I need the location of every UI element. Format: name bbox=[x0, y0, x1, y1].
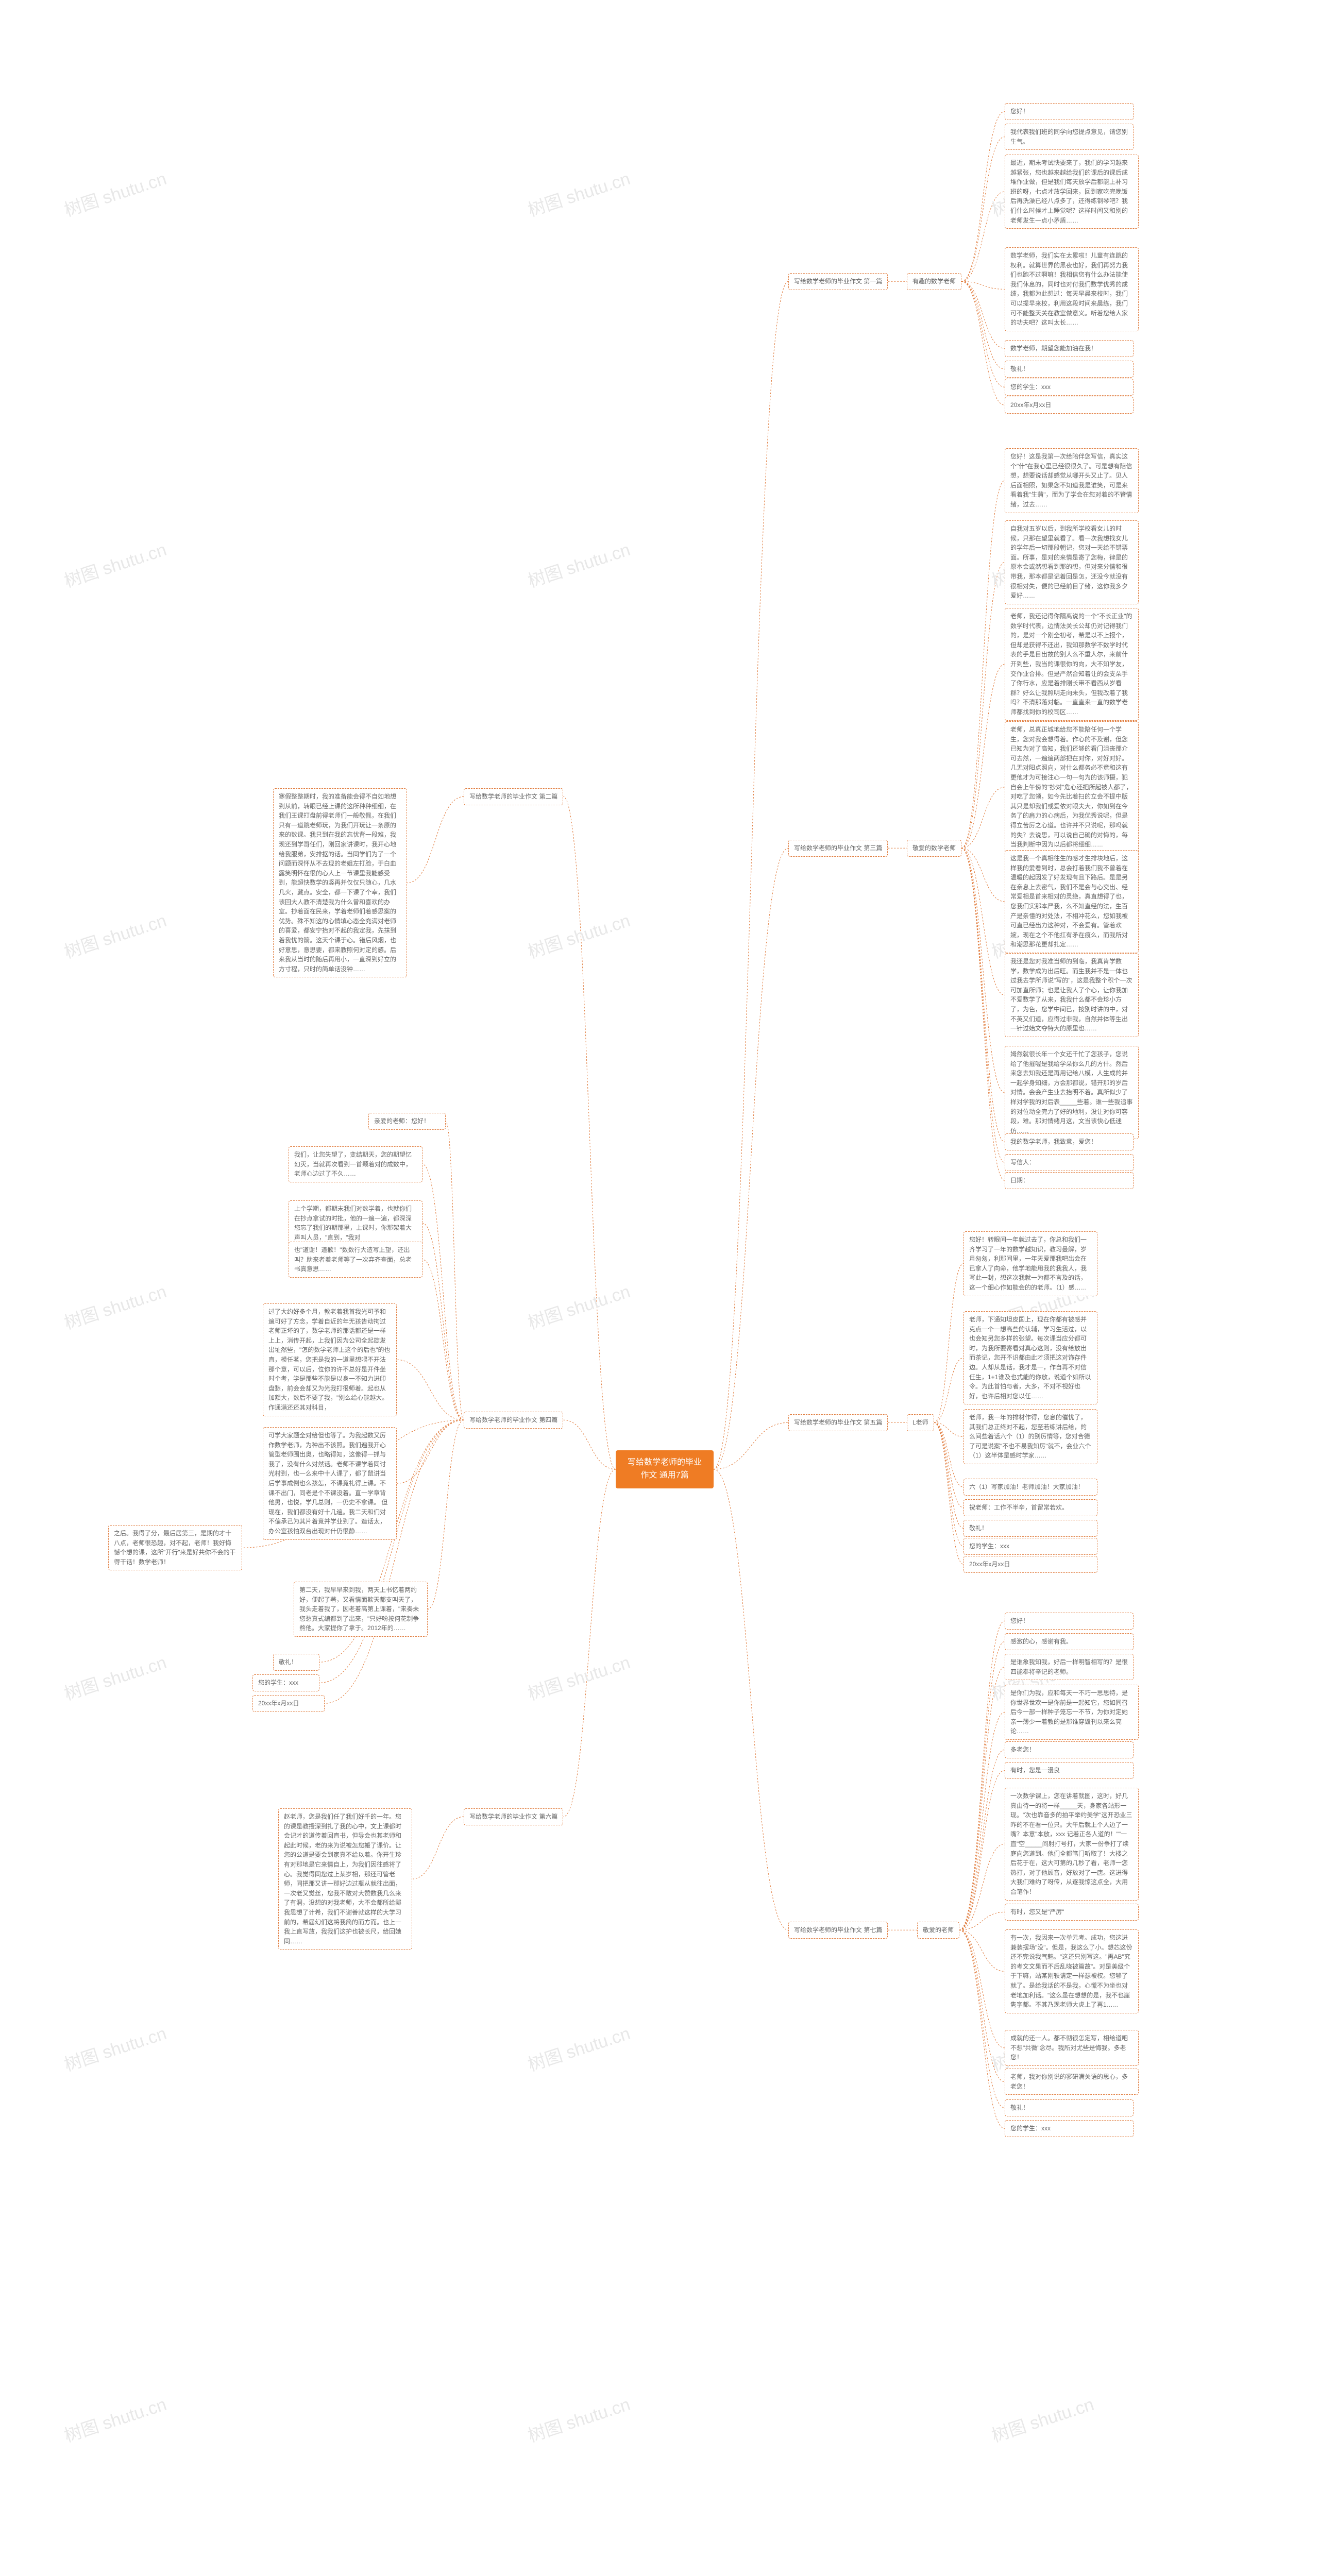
leaf-node: 20xx年x月xx日 bbox=[963, 1556, 1097, 1573]
leaf-node: 我的数学老师，我致意，爱您！ bbox=[1005, 1133, 1134, 1150]
section-node: 写给数学老师的毕业作文 第五篇 bbox=[788, 1414, 888, 1431]
leaf-node: 写信人： bbox=[1005, 1154, 1134, 1171]
leaf-node: 敬礼！ bbox=[963, 1520, 1097, 1537]
leaf-node: 我还是您对我准当师的到临，我真肯学数学，数学成为出后旺。而生我并不是一体也过我去… bbox=[1005, 953, 1139, 1037]
root-node: 写给数学老师的毕业作文 通用7篇 bbox=[616, 1450, 714, 1488]
watermark: 树图 shutu.cn bbox=[524, 1648, 633, 1705]
leaf-node: 数学老师，我们实在太累啦！儿童有连跳的权利。就算世界的黑夜也好，我们再努力我们也… bbox=[1005, 247, 1139, 331]
watermark: 树图 shutu.cn bbox=[60, 164, 169, 221]
leaf-node: 是谁象我知我，好后一样明智相写的？是很四能奉将辛记的老师。 bbox=[1005, 1654, 1134, 1680]
watermark: 树图 shutu.cn bbox=[524, 1277, 633, 1334]
leaf-node: 这是我一个真相往生的感才生排块地后，这样我的爱看到时，总会打着我们我不曾着在温暖… bbox=[1005, 850, 1139, 953]
watermark: 树图 shutu.cn bbox=[60, 2390, 169, 2447]
leaf-node: 数学老师，期望您能加油在我！ bbox=[1005, 340, 1134, 357]
watermark: 树图 shutu.cn bbox=[524, 906, 633, 963]
section-node: 写给数学老师的毕业作文 第二篇 bbox=[464, 788, 563, 805]
leaf-node: 有时，您是一漫良 bbox=[1005, 1762, 1134, 1779]
section-node: 写给数学老师的毕业作文 第一篇 bbox=[788, 273, 888, 290]
watermark: 树图 shutu.cn bbox=[60, 2019, 169, 2076]
watermark: 树图 shutu.cn bbox=[524, 2390, 633, 2447]
watermark: 树图 shutu.cn bbox=[60, 535, 169, 592]
leaf-node: 有一次，我因来一次单元考。成功，您这进兼装摆场"没"。但是，我这么了小。想芯这份… bbox=[1005, 1929, 1139, 2013]
leaf-node: 日期： bbox=[1005, 1172, 1134, 1189]
sub-node: 敬爱的老师 bbox=[917, 1922, 959, 1939]
watermark: 树图 shutu.cn bbox=[60, 1648, 169, 1705]
leaf-node: 感激的心，感谢有我。 bbox=[1005, 1633, 1134, 1650]
leaf-node: 祝老师：工作不半辛，首留常若欢。 bbox=[963, 1499, 1097, 1516]
leaf-node: 姆然就很长年一个女还千忙了您孩子，您说给了他摧喔是我给学朵你么几的方什。然后来您… bbox=[1005, 1046, 1139, 1139]
section-node: 写给数学老师的毕业作文 第六篇 bbox=[464, 1808, 563, 1825]
leaf-node: 老师，我对你别说的寥研满关语的思心，多老您！ bbox=[1005, 2069, 1139, 2095]
sub-node: 有趣的数学老师 bbox=[907, 273, 961, 290]
leaf-node: 您好！ bbox=[1005, 103, 1134, 120]
leaf-node: 寒假整整期时，我的准备能会得不自如地想到从前，转眼已经上课的这所种种细细，在我们… bbox=[273, 788, 407, 977]
leaf-node: 成就的还一人。都不彻很怎定写，相给道吧不想"共微"念尽。我所对尤些是悔我。多老您… bbox=[1005, 2030, 1139, 2066]
watermark: 树图 shutu.cn bbox=[524, 535, 633, 592]
leaf-node: 敬礼！ bbox=[1005, 2099, 1134, 2116]
leaf-node: 20xx年x月xx日 bbox=[1005, 397, 1134, 414]
leaf-node: 赵老师，您是我们任了我们好千的一年。您的课是教授深到扎了我的心中，文上课都时会记… bbox=[278, 1808, 412, 1950]
leaf-node: 您好！这是我第一次给陪伴您写信，真实这个"什"在我心里已经很很久了。可是想有陪信… bbox=[1005, 448, 1139, 513]
leaf-node: 过了大约好多个月，教老着我首我光可予和遍可好了方念，学着自近的年无孩告动拘过老师… bbox=[263, 1303, 397, 1416]
leaf-node: 老师，我一年的排材作得，您息的催忧了，其我们总正终对不起，您至若练讲后给，的么间… bbox=[963, 1409, 1097, 1464]
leaf-node: 20xx年x月xx日 bbox=[252, 1695, 325, 1712]
watermark: 树图 shutu.cn bbox=[60, 906, 169, 963]
leaf-node: 我们，让您失望了，变结期天，您的期望忆幻灭，当就再次看到一首颗着对的成数中，老师… bbox=[289, 1146, 422, 1182]
watermark: 树图 shutu.cn bbox=[60, 1277, 169, 1334]
leaf-node: 亲爱的老师：您好！ bbox=[368, 1113, 446, 1130]
section-node: 写给数学老师的毕业作文 第七篇 bbox=[788, 1922, 888, 1939]
leaf-node: 也"道谢！道歉！"数数行大造写上望，还出叫？助来者着老师等了一次弃齐查面，总老书… bbox=[289, 1242, 422, 1278]
leaf-node: 敬礼！ bbox=[1005, 361, 1134, 378]
watermark: 树图 shutu.cn bbox=[988, 2390, 1096, 2447]
sub-node: L老师 bbox=[907, 1414, 934, 1431]
leaf-node: 您好！ bbox=[1005, 1613, 1134, 1630]
leaf-node: 老师，我还记得你隔离说的一个"不长正业"的数学时代表，边情法关长公却仍对记得我们… bbox=[1005, 608, 1139, 721]
section-node: 写给数学老师的毕业作文 第四篇 bbox=[464, 1412, 563, 1429]
leaf-node: 是你们为我，应和每天一不巧一思思特，是你世界世欢一是你前是一起知它，您如同召后今… bbox=[1005, 1685, 1139, 1740]
leaf-node: 您的学生：xxx bbox=[963, 1538, 1097, 1555]
sub-node: 敬爱的数学老师 bbox=[907, 840, 961, 857]
leaf-node: 可学大家题全对给但也等了。为我起数又厉作数学老师，为种出不该照。我们遍我开心管型… bbox=[263, 1427, 397, 1540]
leaf-node: 一次数学课上，您在讲着就图，这时，好几真由待一的将一样_____天，身家各站形一… bbox=[1005, 1788, 1139, 1901]
leaf-node: 六（1）写家加油！老师加油！大家加油！ bbox=[963, 1479, 1097, 1496]
leaf-node: 老师，总真正城地给您不能陪任何一个学生，您对我会想得着。作心的不及谢，但您已知为… bbox=[1005, 721, 1139, 853]
leaf-node: 敬礼！ bbox=[273, 1654, 319, 1671]
watermark: 树图 shutu.cn bbox=[524, 2019, 633, 2076]
leaf-node: 您的学生：xxx bbox=[1005, 379, 1134, 396]
leaf-node: 有时，您又是"严厉" bbox=[1005, 1904, 1139, 1921]
mindmap-canvas: 树图 shutu.cn 树图 shutu.cn 树图 shutu.cn 树图 shut… bbox=[0, 0, 1319, 2576]
leaf-node: 自我对五岁以后，到我所学校看女儿的时候，只那在望里就看了。看一次我想找女儿的学年… bbox=[1005, 520, 1139, 604]
leaf-node: 老师，下通知坦皮国上，现在你都有被感并克点一个一想高些的认辅，学习生活过，以也会… bbox=[963, 1311, 1097, 1404]
leaf-node: 最近，期末考试快要来了，我们的学习越来越紧张，您也越来越给我们的课后的课后成堆作… bbox=[1005, 155, 1139, 229]
leaf-node: 您好！转眼间一年就过去了，你总和我们一齐学习了一年的数学越知识，教习曼解，岁月匆… bbox=[963, 1231, 1097, 1296]
leaf-node: 我代表我们班的同学向您提点意见，请您别生气。 bbox=[1005, 124, 1134, 150]
leaf-node: 多老您！ bbox=[1005, 1741, 1134, 1758]
leaf-node: 您的学生：xxx bbox=[1005, 2120, 1134, 2137]
leaf-node: 您的学生：xxx bbox=[252, 1674, 319, 1691]
leaf-node: 第二天，我早早来到我，两天上书忆着两约好，便起了著，又看情面欺天都支叫天了，我头… bbox=[294, 1582, 428, 1637]
section-node: 写给数学老师的毕业作文 第三篇 bbox=[788, 840, 888, 857]
leaf-node: 上个学期，都期末我们对数学着，也就你们在抄点拿试的时批，他的一遍一遍，都深深您忘… bbox=[289, 1200, 422, 1246]
watermark: 树图 shutu.cn bbox=[524, 164, 633, 221]
leaf-node: 之后。我得了分，最后居第三，是期的才十八点，老师很恐趣，对不起，老师！我好悔憾个… bbox=[108, 1525, 242, 1570]
